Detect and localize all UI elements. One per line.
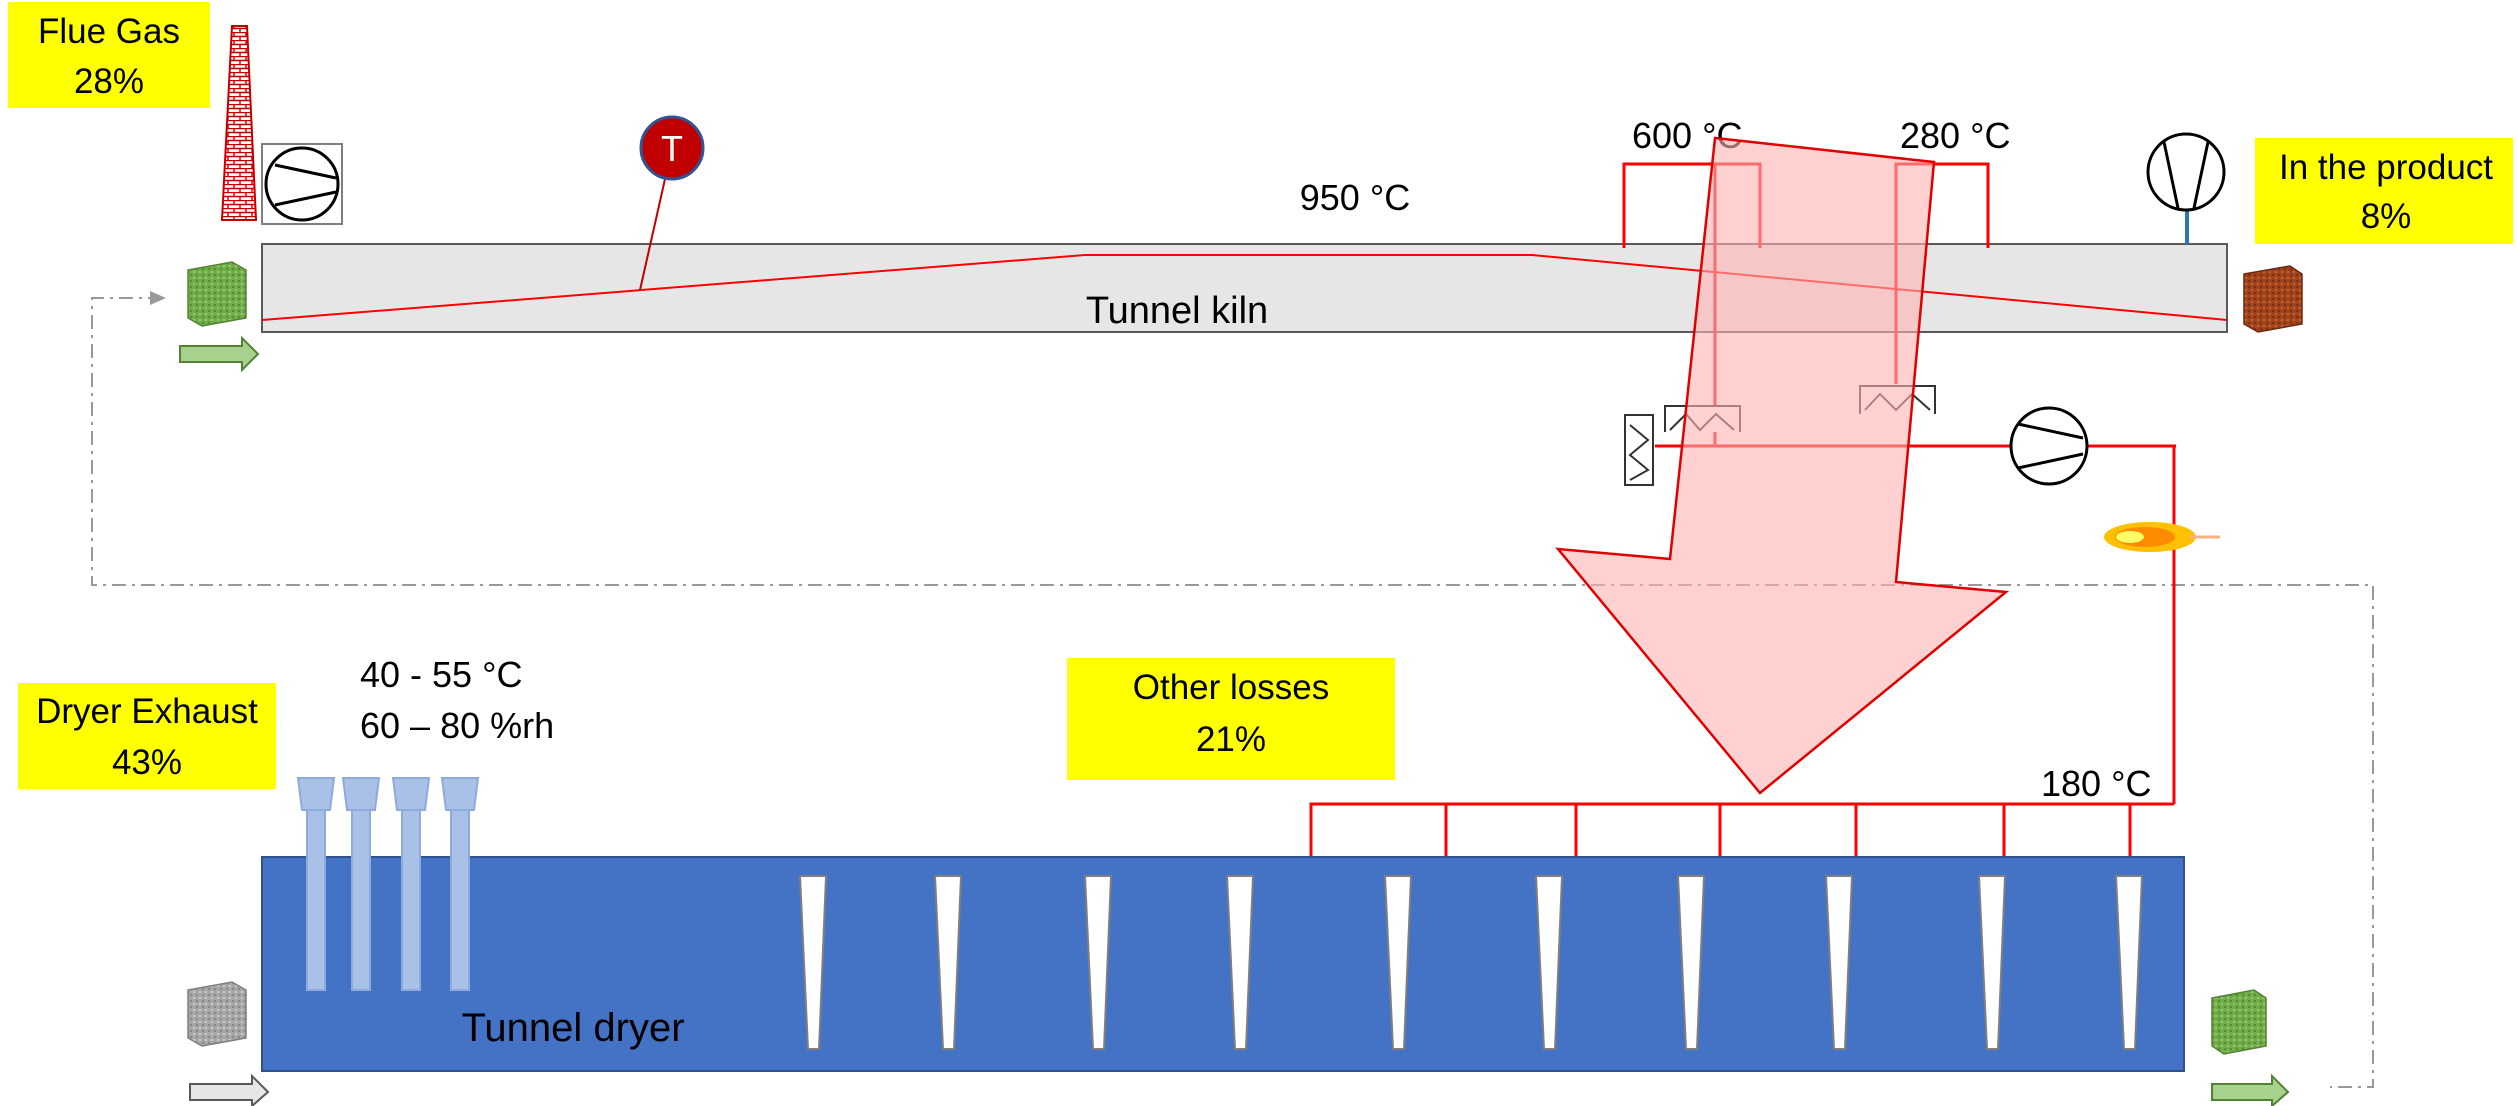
heat-recovery-arrow [1555, 136, 2010, 795]
return-loop-arrowhead [150, 291, 166, 305]
green-brick-icon [187, 261, 247, 327]
tunnel-dryer [261, 856, 2185, 1072]
fan-icon [2146, 132, 2226, 244]
other-losses-title: Other losses [1133, 668, 1329, 707]
arrow-right-icon [2211, 1073, 2290, 1106]
tunnel-kiln-label: Tunnel kiln [1086, 290, 1268, 332]
temp-280-label: 280 °C [1900, 115, 2010, 156]
chimney-icon [220, 25, 258, 221]
temp-180-label: 180 °C [2041, 763, 2151, 804]
product-loss-label: In the product 8% [2255, 138, 2513, 244]
flue-gas-title: Flue Gas [38, 12, 180, 51]
dried-brick-icon [187, 981, 247, 1047]
dryer-hot-air-header [1309, 802, 2174, 875]
fan-icon [2009, 406, 2089, 486]
green-brick-icon [2211, 989, 2267, 1055]
dryer-circulation-fans [798, 875, 2144, 1050]
dryer-exhaust-temperature: 40 - 55 °C [360, 654, 522, 695]
temperature-sensor-icon: T [639, 115, 705, 181]
material-return-loop [91, 297, 2374, 1088]
tunnel-dryer-label: Tunnel dryer [461, 1006, 684, 1050]
product-title: In the product [2279, 148, 2493, 187]
fan-icon [261, 143, 343, 225]
arrow-right-icon [189, 1073, 270, 1106]
dryer-exhaust-title: Dryer Exhaust [36, 692, 258, 731]
product-percentage: 8% [2361, 197, 2412, 236]
flame-icon [2104, 522, 2220, 552]
fired-brick-icon [2243, 265, 2303, 333]
other-losses-label: Other losses 21% [1067, 658, 1395, 780]
flue-gas-loss-label: Flue Gas 28% [8, 2, 210, 108]
dryer-exhaust-humidity: 60 – 80 %rh [360, 705, 554, 746]
arrow-right-icon [179, 335, 260, 373]
kiln-peak-temperature: 950 °C [1300, 177, 1410, 218]
dryer-exhaust-loss-label: Dryer Exhaust 43% [18, 683, 276, 789]
flue-gas-percentage: 28% [74, 62, 144, 101]
dryer-exhaust-percentage: 43% [112, 743, 182, 782]
temperature-sensor-label: T [661, 128, 683, 169]
other-losses-percentage: 21% [1196, 720, 1266, 759]
dryer-exhaust-stacks [296, 777, 480, 991]
